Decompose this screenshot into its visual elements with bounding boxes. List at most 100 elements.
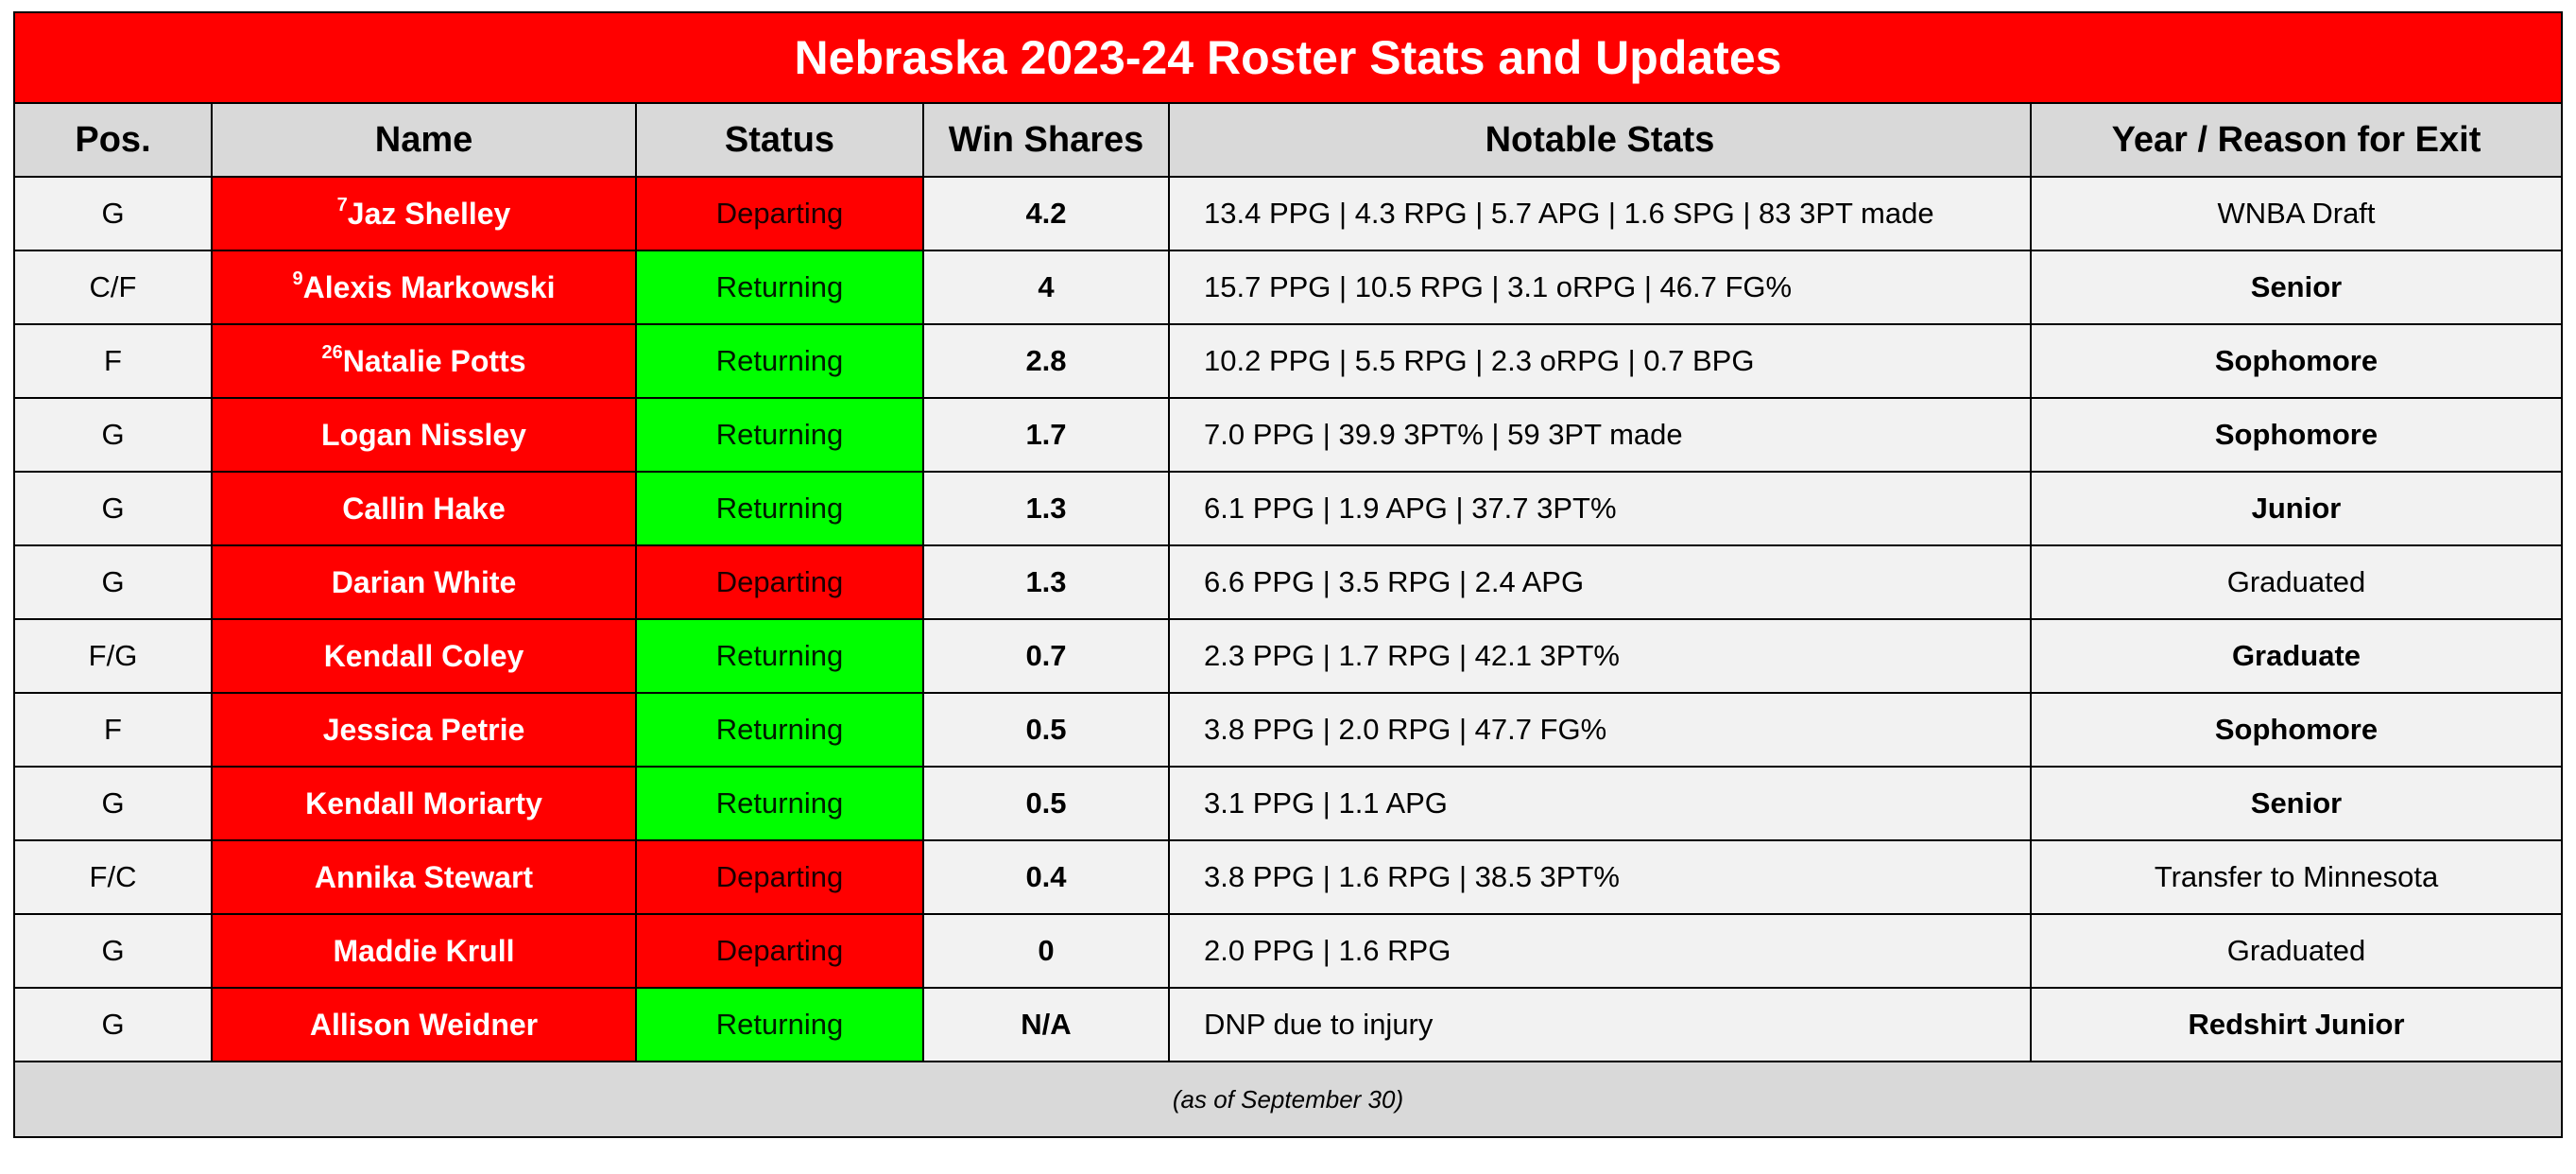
- cell-win-shares: 0.5: [922, 766, 1170, 841]
- cell-exit: Transfer to Minnesota: [2030, 839, 2563, 915]
- footnote: (as of September 30): [13, 1061, 2563, 1138]
- cell-name: 26Natalie Potts: [211, 323, 637, 399]
- player-name: Annika Stewart: [314, 859, 534, 894]
- cell-exit: Sophomore: [2030, 397, 2563, 473]
- cell-name: Kendall Coley: [211, 618, 637, 694]
- status-badge: Returning: [635, 987, 924, 1062]
- cell-win-shares: 4: [922, 250, 1170, 325]
- cell-exit: Senior: [2030, 250, 2563, 325]
- status-badge: Departing: [635, 839, 924, 915]
- table-row: G Logan Nissley Returning 1.7 7.0 PPG | 39.9…: [13, 397, 2563, 473]
- player-name: Jessica Petrie: [322, 712, 525, 747]
- cell-name: Callin Hake: [211, 471, 637, 546]
- table-row: C/F 9Alexis Markowski Returning 4 15.7 PPG |…: [13, 250, 2563, 325]
- cell-notable-stats: 2.3 PPG | 1.7 RPG | 42.1 3PT%: [1168, 618, 2032, 694]
- cell-win-shares: 1.3: [922, 544, 1170, 620]
- cell-position: G: [13, 176, 213, 251]
- cell-name: Allison Weidner: [211, 987, 637, 1062]
- player-name: Kendall Moriarty: [305, 786, 542, 820]
- cell-name: Logan Nissley: [211, 397, 637, 473]
- table-row: G Kendall Moriarty Returning 0.5 3.1 PPG | 1…: [13, 766, 2563, 841]
- status-badge: Departing: [635, 544, 924, 620]
- header-win-shares: Win Shares: [922, 102, 1170, 178]
- header-status: Status: [635, 102, 924, 178]
- table-row: G Darian White Departing 1.3 6.6 PPG | 3.5 R…: [13, 544, 2563, 620]
- cell-notable-stats: 2.0 PPG | 1.6 RPG: [1168, 913, 2032, 989]
- cell-notable-stats: 3.8 PPG | 1.6 RPG | 38.5 3PT%: [1168, 839, 2032, 915]
- status-badge: Returning: [635, 471, 924, 546]
- cell-name: Jessica Petrie: [211, 692, 637, 768]
- cell-name: Maddie Krull: [211, 913, 637, 989]
- header-row: Pos. Name Status Win Shares Notable Stat…: [13, 102, 2563, 178]
- title-row: Nebraska 2023-24 Roster Stats and Update…: [13, 11, 2563, 104]
- player-name: Darian White: [331, 564, 517, 599]
- status-badge: Departing: [635, 176, 924, 251]
- status-badge: Returning: [635, 618, 924, 694]
- player-name: Kendall Coley: [323, 638, 524, 673]
- status-badge: Returning: [635, 692, 924, 768]
- cell-notable-stats: 3.1 PPG | 1.1 APG: [1168, 766, 2032, 841]
- player-name: Allison Weidner: [309, 1007, 539, 1042]
- jersey-number: 26: [321, 341, 343, 363]
- cell-notable-stats: 6.6 PPG | 3.5 RPG | 2.4 APG: [1168, 544, 2032, 620]
- cell-exit: WNBA Draft: [2030, 176, 2563, 251]
- cell-position: F: [13, 692, 213, 768]
- cell-notable-stats: 13.4 PPG | 4.3 RPG | 5.7 APG | 1.6 SPG |…: [1168, 176, 2032, 251]
- cell-name: 7Jaz Shelley: [211, 176, 637, 251]
- table-row: F/G Kendall Coley Returning 0.7 2.3 PPG | 1.…: [13, 618, 2563, 694]
- cell-position: F/C: [13, 839, 213, 915]
- status-badge: Returning: [635, 323, 924, 399]
- cell-win-shares: 0.5: [922, 692, 1170, 768]
- table-row: G Callin Hake Returning 1.3 6.1 PPG | 1.9 AP…: [13, 471, 2563, 546]
- jersey-number: 9: [292, 268, 303, 289]
- cell-notable-stats: 6.1 PPG | 1.9 APG | 37.7 3PT%: [1168, 471, 2032, 546]
- cell-notable-stats: DNP due to injury: [1168, 987, 2032, 1062]
- table-title: Nebraska 2023-24 Roster Stats and Update…: [13, 11, 2563, 104]
- table-row: G Maddie Krull Departing 0 2.0 PPG | 1.6 RPG…: [13, 913, 2563, 989]
- footnote-row: (as of September 30): [13, 1061, 2563, 1138]
- cell-win-shares: 1.3: [922, 471, 1170, 546]
- cell-win-shares: 0: [922, 913, 1170, 989]
- status-badge: Returning: [635, 766, 924, 841]
- status-badge: Returning: [635, 397, 924, 473]
- roster-table-container: Nebraska 2023-24 Roster Stats and Update…: [13, 11, 2563, 1138]
- header-notable-stats: Notable Stats: [1168, 102, 2032, 178]
- roster-table: Nebraska 2023-24 Roster Stats and Update…: [13, 11, 2563, 1138]
- player-name: Jaz Shelley: [347, 196, 511, 231]
- table-row: F/C Annika Stewart Departing 0.4 3.8 PPG | 1…: [13, 839, 2563, 915]
- player-name: Alexis Markowski: [302, 269, 556, 304]
- cell-exit: Sophomore: [2030, 323, 2563, 399]
- cell-win-shares: N/A: [922, 987, 1170, 1062]
- header-pos: Pos.: [13, 102, 213, 178]
- cell-position: G: [13, 987, 213, 1062]
- status-badge: Returning: [635, 250, 924, 325]
- cell-position: G: [13, 766, 213, 841]
- cell-exit: Graduate: [2030, 618, 2563, 694]
- cell-position: G: [13, 471, 213, 546]
- status-badge: Departing: [635, 913, 924, 989]
- cell-position: G: [13, 544, 213, 620]
- cell-name: Kendall Moriarty: [211, 766, 637, 841]
- cell-exit: Junior: [2030, 471, 2563, 546]
- table-row: F Jessica Petrie Returning 0.5 3.8 PPG | 2.0…: [13, 692, 2563, 768]
- cell-position: F: [13, 323, 213, 399]
- cell-name: Annika Stewart: [211, 839, 637, 915]
- cell-exit: Redshirt Junior: [2030, 987, 2563, 1062]
- cell-win-shares: 0.7: [922, 618, 1170, 694]
- cell-notable-stats: 15.7 PPG | 10.5 RPG | 3.1 oRPG | 46.7 FG…: [1168, 250, 2032, 325]
- player-name: Natalie Potts: [342, 343, 526, 378]
- table-row: F 26Natalie Potts Returning 2.8 10.2 PPG | 5…: [13, 323, 2563, 399]
- header-exit: Year / Reason for Exit: [2030, 102, 2563, 178]
- cell-exit: Senior: [2030, 766, 2563, 841]
- cell-position: G: [13, 397, 213, 473]
- cell-exit: Graduated: [2030, 913, 2563, 989]
- cell-exit: Graduated: [2030, 544, 2563, 620]
- cell-notable-stats: 7.0 PPG | 39.9 3PT% | 59 3PT made: [1168, 397, 2032, 473]
- cell-notable-stats: 10.2 PPG | 5.5 RPG | 2.3 oRPG | 0.7 BPG: [1168, 323, 2032, 399]
- cell-exit: Sophomore: [2030, 692, 2563, 768]
- cell-notable-stats: 3.8 PPG | 2.0 RPG | 47.7 FG%: [1168, 692, 2032, 768]
- header-name: Name: [211, 102, 637, 178]
- roster-body: G 7Jaz Shelley Departing 4.2 13.4 PPG | 4.3 …: [13, 176, 2563, 1062]
- cell-win-shares: 4.2: [922, 176, 1170, 251]
- cell-name: Darian White: [211, 544, 637, 620]
